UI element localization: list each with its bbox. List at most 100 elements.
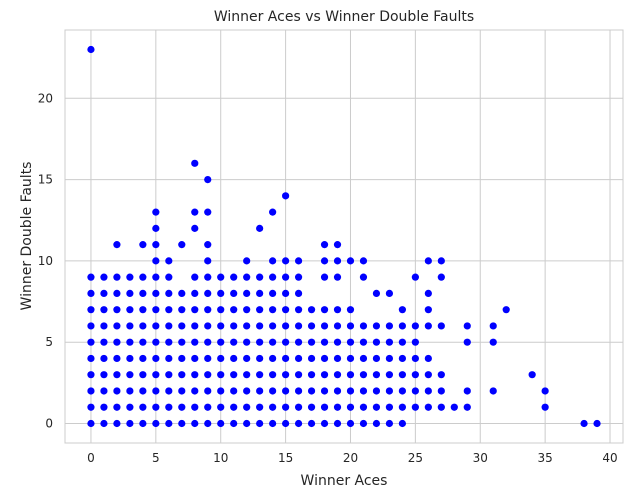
y-axis-label: Winner Double Faults	[19, 162, 35, 311]
data-point	[243, 371, 251, 379]
data-point	[165, 322, 173, 330]
data-point	[139, 387, 147, 395]
data-point	[256, 306, 264, 314]
data-point	[333, 257, 342, 265]
data-point	[333, 306, 342, 314]
data-point	[204, 306, 212, 314]
tick-labels: 0 5 10 15 20 25 30 35 40 0 5 10 15 20	[38, 91, 618, 465]
data-point	[243, 338, 251, 346]
data-point	[204, 208, 212, 216]
data-point	[152, 419, 160, 428]
data-point	[113, 289, 121, 298]
data-point	[100, 322, 108, 330]
data-point	[282, 403, 290, 411]
data-point	[294, 419, 303, 428]
data-point	[256, 403, 264, 411]
data-point	[372, 289, 381, 298]
data-point	[139, 403, 147, 411]
x-axis-label: Winner Aces	[301, 473, 388, 489]
data-point	[230, 338, 238, 346]
data-point	[191, 354, 199, 363]
data-point	[320, 306, 329, 314]
data-point	[346, 306, 355, 314]
data-point	[113, 371, 121, 379]
data-point	[282, 354, 290, 363]
data-point	[165, 306, 173, 314]
data-point	[294, 257, 303, 265]
data-point	[294, 371, 303, 379]
data-point	[243, 322, 251, 330]
data-point	[178, 322, 186, 330]
data-point	[320, 322, 329, 330]
data-point	[333, 419, 342, 428]
data-point	[243, 354, 251, 363]
data-point	[359, 354, 368, 363]
data-point	[385, 371, 394, 379]
data-point	[191, 208, 199, 216]
data-point	[269, 289, 277, 298]
data-point	[152, 273, 160, 281]
data-point	[191, 289, 199, 298]
x-tick-label: 10	[213, 451, 228, 465]
data-point	[178, 403, 186, 411]
data-point	[424, 403, 432, 411]
data-point	[100, 419, 108, 428]
data-point	[282, 273, 290, 281]
data-point	[217, 419, 225, 428]
data-point	[165, 403, 173, 411]
chart-title: Winner Aces vs Winner Double Faults	[214, 9, 474, 25]
data-point	[126, 354, 134, 363]
data-point	[346, 354, 355, 363]
data-point	[204, 175, 212, 184]
data-point	[385, 289, 394, 298]
data-point	[178, 306, 186, 314]
data-point	[294, 403, 303, 411]
data-point	[398, 403, 406, 411]
data-point	[256, 419, 264, 428]
data-point	[385, 338, 394, 346]
data-point	[489, 338, 497, 346]
data-points	[87, 45, 601, 428]
data-point	[152, 241, 160, 249]
data-point	[307, 354, 316, 363]
data-point	[294, 306, 303, 314]
data-point	[100, 306, 108, 314]
data-point	[165, 257, 173, 265]
data-point	[502, 306, 510, 314]
data-point	[424, 387, 432, 395]
data-point	[243, 387, 251, 395]
data-point	[269, 208, 277, 216]
data-point	[256, 338, 264, 346]
data-point	[424, 322, 432, 330]
data-point	[87, 403, 95, 411]
data-point	[463, 322, 471, 330]
data-point	[256, 354, 264, 363]
data-point	[437, 371, 445, 379]
data-point	[100, 273, 108, 281]
data-point	[528, 371, 536, 379]
data-point	[113, 322, 121, 330]
data-point	[269, 354, 277, 363]
data-point	[307, 419, 316, 428]
data-point	[230, 371, 238, 379]
data-point	[204, 273, 212, 281]
x-tick-label: 5	[152, 451, 160, 465]
data-point	[152, 354, 160, 363]
data-point	[463, 403, 471, 411]
data-point	[204, 241, 212, 249]
x-tick-label: 20	[343, 451, 358, 465]
data-point	[320, 387, 329, 395]
data-point	[424, 289, 432, 298]
data-point	[165, 371, 173, 379]
data-point	[126, 419, 134, 428]
data-point	[320, 419, 329, 428]
data-point	[243, 403, 251, 411]
x-tick-label: 15	[278, 451, 293, 465]
data-point	[320, 371, 329, 379]
data-point	[204, 338, 212, 346]
data-point	[333, 322, 342, 330]
data-point	[191, 159, 199, 167]
data-point	[243, 419, 251, 428]
y-tick-label: 0	[45, 416, 53, 430]
